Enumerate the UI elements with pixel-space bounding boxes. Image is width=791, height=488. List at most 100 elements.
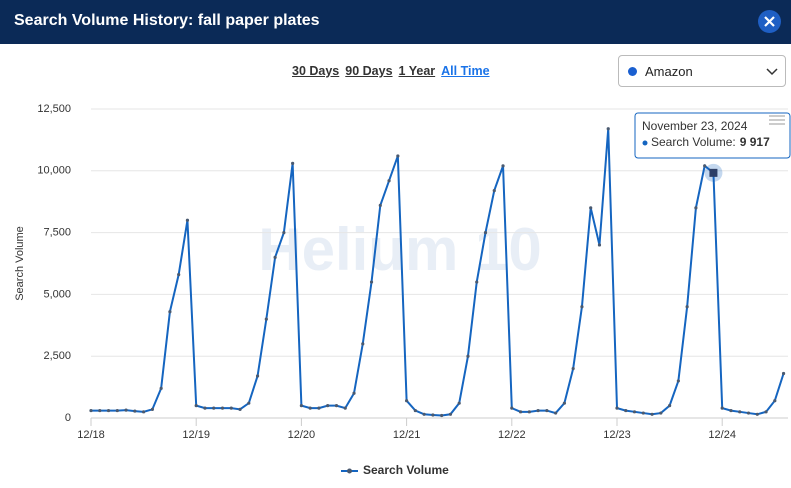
title: Search Volume History: fall paper plates (14, 12, 320, 29)
point (142, 410, 146, 414)
point (229, 406, 233, 410)
point (694, 206, 698, 210)
point (247, 401, 251, 405)
point (518, 410, 523, 414)
point (492, 188, 496, 193)
tooltip-line: Search Volume: 9 917 (651, 135, 770, 149)
point (536, 408, 540, 413)
tooltip-label: Search Volume: (651, 135, 736, 149)
point (159, 386, 163, 390)
point (185, 218, 190, 222)
y-tick-label: 12,500 (37, 103, 71, 115)
point (133, 409, 137, 413)
legend-marker (347, 468, 352, 474)
point (273, 255, 277, 259)
point (475, 280, 479, 284)
hover-point (709, 168, 718, 177)
x-tick-label: 12/24 (708, 429, 736, 441)
point (650, 412, 654, 416)
point (738, 410, 742, 414)
point (422, 412, 426, 416)
point (510, 406, 514, 410)
marketplace-dot (628, 67, 637, 76)
tooltip-title: November 23, 2024 (642, 119, 748, 133)
point (781, 371, 786, 376)
point (115, 408, 119, 413)
point (255, 374, 260, 378)
chart: Helium 10 02,5005,0007,50010,00012,50012… (14, 103, 791, 477)
range-button[interactable]: All Time (441, 64, 490, 78)
point (308, 406, 312, 410)
x-tick-label: 12/19 (182, 429, 210, 441)
point (194, 404, 198, 408)
close-button[interactable] (758, 10, 781, 33)
tooltip-box (634, 112, 791, 159)
point (299, 404, 303, 408)
point (124, 408, 128, 412)
point (659, 411, 663, 415)
point (483, 231, 488, 235)
legend-label: Search Volume (363, 463, 449, 477)
point (387, 179, 391, 183)
point (448, 412, 453, 416)
point (334, 404, 339, 408)
y-axis-title: Search Volume (14, 226, 26, 301)
point (89, 408, 93, 413)
marketplace-value: Amazon (645, 64, 693, 79)
point (527, 410, 531, 414)
point (764, 410, 768, 414)
point (168, 310, 172, 314)
point (440, 413, 444, 418)
point (317, 406, 321, 410)
point (746, 411, 751, 415)
point (632, 410, 637, 414)
point (624, 408, 628, 413)
point (369, 280, 374, 284)
header: Search Volume History: fall paper plates (0, 0, 791, 44)
range-button[interactable]: 90 Days (345, 64, 393, 78)
y-tick-label: 2,500 (43, 350, 71, 362)
x-tick-label: 12/18 (77, 429, 105, 441)
point (685, 305, 689, 309)
point (773, 399, 777, 403)
point (361, 342, 365, 346)
point (606, 127, 610, 131)
point (150, 407, 154, 411)
point (641, 411, 645, 415)
range-buttons: 30 Days 90 Days 1 Year All Time (292, 64, 496, 78)
range-button[interactable]: 1 Year (398, 64, 436, 78)
point (264, 317, 268, 321)
point (755, 412, 759, 416)
x-tick-label: 12/23 (603, 429, 631, 441)
point (720, 406, 724, 410)
point (615, 406, 619, 410)
x-tick-label: 12/21 (393, 429, 421, 441)
point (466, 354, 470, 358)
point (291, 161, 295, 165)
point (98, 408, 102, 413)
point (597, 243, 602, 247)
point (203, 406, 207, 410)
point (431, 413, 435, 417)
point (405, 399, 409, 403)
point (238, 407, 242, 411)
point (177, 273, 181, 277)
point (282, 231, 286, 235)
point (326, 404, 330, 408)
x-tick-label: 12/20 (288, 429, 316, 441)
point (457, 401, 461, 405)
point (413, 408, 417, 413)
y-tick-label: 7,500 (43, 227, 71, 239)
point (378, 203, 382, 208)
point (703, 164, 707, 168)
point (589, 206, 593, 210)
x-tick-label: 12/22 (498, 429, 526, 441)
point (396, 154, 400, 158)
marketplace-select[interactable]: Amazon (618, 55, 786, 87)
range-button[interactable]: 30 Days (292, 64, 340, 78)
y-tick-label: 0 (65, 412, 71, 424)
point (352, 391, 356, 395)
tooltip-value: 9 917 (740, 135, 770, 149)
point (220, 406, 225, 410)
y-tick-label: 5,000 (43, 288, 71, 300)
